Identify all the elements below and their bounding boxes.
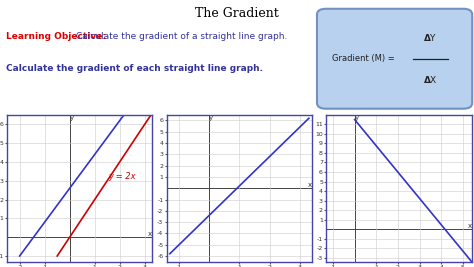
Text: y: y — [209, 115, 213, 121]
Text: x: x — [308, 182, 312, 188]
Text: x: x — [148, 231, 152, 237]
Text: x: x — [467, 223, 472, 229]
Text: y: y — [355, 115, 359, 121]
FancyBboxPatch shape — [317, 9, 472, 109]
Text: y = 2x: y = 2x — [109, 172, 136, 181]
Text: $\mathbf{\Delta}$Y: $\mathbf{\Delta}$Y — [423, 32, 438, 43]
Text: The Gradient: The Gradient — [195, 7, 279, 20]
Text: Calculate the gradient of a straight line graph.: Calculate the gradient of a straight lin… — [73, 32, 288, 41]
Text: $\mathbf{\Delta}$X: $\mathbf{\Delta}$X — [423, 74, 438, 85]
Text: Calculate the gradient of each straight line graph.: Calculate the gradient of each straight … — [6, 64, 263, 73]
Text: y: y — [70, 115, 74, 121]
Text: Gradient (M) =: Gradient (M) = — [332, 54, 397, 63]
Text: Learning Objective:: Learning Objective: — [6, 32, 106, 41]
